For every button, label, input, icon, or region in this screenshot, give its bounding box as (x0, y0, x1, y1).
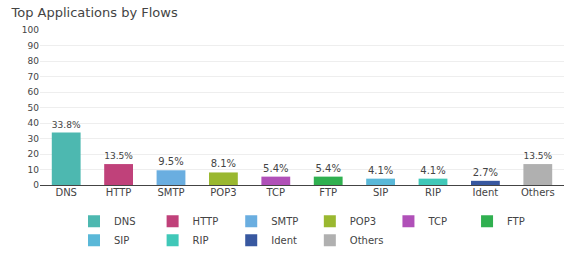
svg-text:Ident: Ident (473, 187, 499, 198)
svg-text:60: 60 (28, 87, 40, 97)
svg-text:TCP: TCP (427, 216, 447, 227)
svg-text:30: 30 (28, 134, 40, 144)
svg-text:8.1%: 8.1% (211, 158, 236, 169)
svg-text:DNS: DNS (55, 187, 77, 198)
svg-text:TCP: TCP (266, 187, 286, 198)
svg-text:13.5%: 13.5% (104, 151, 133, 161)
svg-text:50: 50 (28, 103, 40, 113)
svg-text:POP3: POP3 (350, 216, 376, 227)
svg-text:Ident: Ident (271, 235, 297, 246)
svg-text:5.4%: 5.4% (315, 163, 340, 174)
svg-text:RIP: RIP (193, 235, 209, 246)
svg-text:70: 70 (28, 72, 40, 82)
svg-text:100: 100 (22, 25, 39, 35)
svg-text:40: 40 (28, 118, 40, 128)
svg-text:SMTP: SMTP (157, 187, 184, 198)
svg-text:90: 90 (28, 41, 40, 51)
svg-text:HTTP: HTTP (106, 187, 132, 198)
svg-text:FTP: FTP (319, 187, 337, 198)
svg-text:33.8%: 33.8% (52, 120, 81, 130)
svg-text:9.5%: 9.5% (158, 156, 183, 167)
svg-text:DNS: DNS (114, 216, 136, 227)
svg-text:SMTP: SMTP (271, 216, 298, 227)
svg-text:2.7%: 2.7% (473, 167, 498, 178)
svg-text:5.4%: 5.4% (263, 163, 288, 174)
svg-text:80: 80 (28, 56, 40, 66)
svg-text:Others: Others (521, 187, 555, 198)
svg-text:4.1%: 4.1% (368, 165, 393, 176)
svg-text:Top Applications by Flows: Top Applications by Flows (11, 5, 178, 20)
svg-text:10: 10 (28, 165, 40, 175)
svg-text:20: 20 (28, 149, 40, 159)
svg-text:FTP: FTP (507, 216, 525, 227)
svg-text:RIP: RIP (425, 187, 441, 198)
svg-text:POP3: POP3 (210, 187, 236, 198)
svg-text:13.5%: 13.5% (523, 151, 552, 161)
svg-text:SIP: SIP (373, 187, 388, 198)
svg-text:4.1%: 4.1% (420, 165, 445, 176)
svg-text:HTTP: HTTP (193, 216, 219, 227)
svg-text:SIP: SIP (114, 235, 129, 246)
svg-text:0: 0 (33, 180, 39, 190)
svg-text:Others: Others (350, 235, 384, 246)
